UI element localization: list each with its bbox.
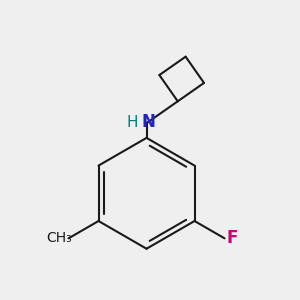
Text: CH₃: CH₃	[46, 231, 72, 245]
Text: N: N	[141, 113, 155, 131]
Text: H: H	[126, 115, 138, 130]
Text: F: F	[226, 229, 238, 247]
